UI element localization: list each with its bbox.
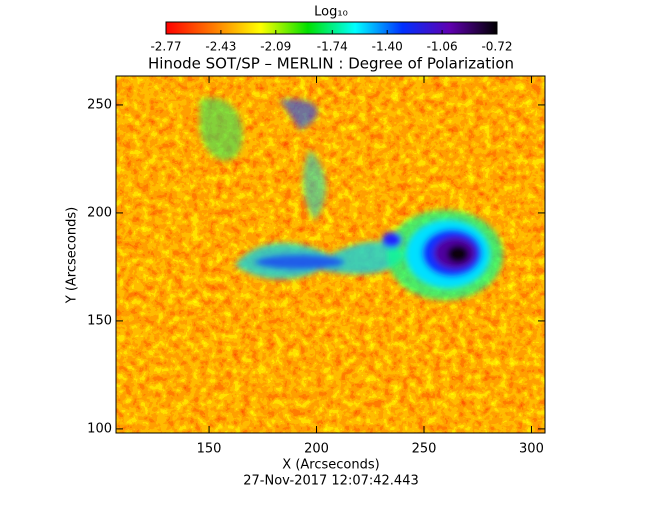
chart-title: Hinode SOT/SP – MERLIN : Degree of Polar… [148, 55, 514, 73]
x-axis-label: X (Arcseconds) [282, 458, 379, 473]
colorbar-tick-label: -1.40 [372, 40, 403, 54]
plot-frame [115, 75, 546, 434]
date-label: 27-Nov-2017 12:07:42.443 [243, 474, 419, 489]
colorbar-tick-label: -2.43 [205, 40, 236, 54]
colorbar [165, 21, 498, 35]
colorbar-label: Log₁₀ [314, 5, 348, 20]
y-tick-label: 250 [87, 97, 112, 112]
map [116, 76, 545, 433]
x-tick-label: 300 [519, 442, 544, 457]
y-axis-label: Y (Arcseconds) [65, 207, 80, 304]
colorbar-tick-label: -2.77 [150, 40, 181, 54]
y-tick-label: 200 [87, 205, 112, 220]
colorbar-tick-label: -1.74 [317, 40, 348, 54]
x-tick-label: 250 [412, 442, 437, 457]
colorbar-tick-label: -0.72 [481, 40, 512, 54]
y-tick-label: 150 [87, 313, 112, 328]
colorbar-tick-label: -2.09 [260, 40, 291, 54]
y-tick-label: 100 [87, 421, 112, 436]
map-features [200, 98, 503, 300]
x-tick-label: 200 [304, 442, 329, 457]
x-tick-label: 150 [197, 442, 222, 457]
colorbar-tick-label: -1.06 [427, 40, 458, 54]
